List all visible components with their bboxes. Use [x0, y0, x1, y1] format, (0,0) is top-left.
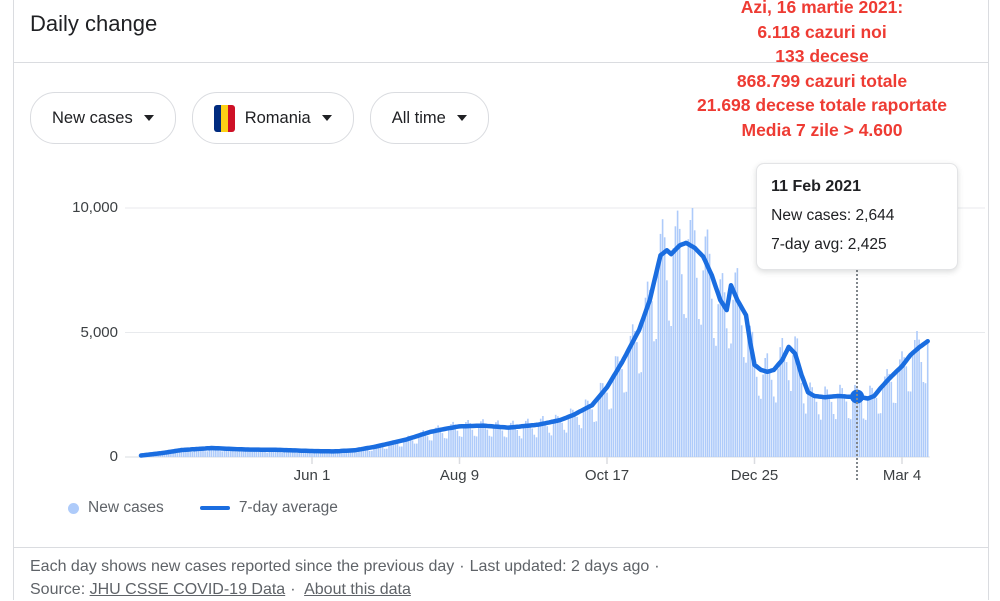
- footer-description: Each day shows new cases reported since …: [30, 558, 454, 575]
- legend-item-new-cases[interactable]: New cases: [68, 499, 164, 517]
- x-axis-tick-label: Oct 17: [585, 467, 629, 484]
- x-axis-tick-label: Mar 4: [883, 467, 921, 484]
- footer-last-updated: Last updated: 2 days ago: [470, 558, 650, 575]
- y-axis-tick-label: 5,000: [0, 324, 118, 342]
- footer-separator: ·: [454, 558, 469, 575]
- timerange-dropdown[interactable]: All time: [370, 92, 489, 144]
- footer-separator: ·: [649, 558, 664, 575]
- alert-annotation-line: Azi, 16 martie 2021:: [652, 0, 992, 20]
- chart-tooltip: 11 Feb 2021 New cases: 2,644 7-day avg: …: [756, 163, 958, 270]
- about-link[interactable]: About this data: [304, 581, 411, 598]
- chevron-down-icon: [457, 115, 467, 121]
- footer-separator: ·: [285, 581, 300, 598]
- filter-controls: New cases Romania All time: [30, 92, 489, 144]
- page-title: Daily change: [30, 11, 157, 37]
- footer: Each day shows new cases reported since …: [30, 556, 970, 601]
- legend-label: New cases: [88, 499, 164, 517]
- average-line-swatch: [200, 506, 230, 511]
- region-dropdown-label: Romania: [245, 109, 311, 128]
- card-left-border: [13, 0, 14, 600]
- timerange-dropdown-label: All time: [392, 109, 446, 128]
- alert-annotation-line: 6.118 cazuri noi: [652, 20, 992, 45]
- footer-divider: [13, 547, 988, 548]
- x-axis-tick-label: Aug 9: [440, 467, 479, 484]
- y-axis-tick-label: 10,000: [0, 199, 118, 217]
- legend-item-7-day-average[interactable]: 7-day average: [200, 499, 338, 517]
- x-axis-tick-label: Jun 1: [294, 467, 331, 484]
- legend-label: 7-day average: [239, 499, 338, 517]
- tooltip-new-cases: New cases: 2,644: [771, 201, 943, 230]
- footer-source-label: Source:: [30, 581, 85, 598]
- hover-guideline: [856, 259, 858, 480]
- tooltip-date: 11 Feb 2021: [771, 173, 943, 201]
- alert-annotation-line: 21.698 decese totale raportate: [652, 93, 992, 118]
- metric-dropdown-label: New cases: [52, 109, 133, 128]
- alert-annotation-line: Media 7 zile > 4.600: [652, 118, 992, 143]
- chevron-down-icon: [322, 115, 332, 121]
- new-cases-dot-swatch: [68, 503, 79, 514]
- region-dropdown[interactable]: Romania: [192, 92, 354, 144]
- metric-dropdown[interactable]: New cases: [30, 92, 176, 144]
- chart-legend: New cases 7-day average: [68, 499, 338, 517]
- source-link[interactable]: JHU CSSE COVID-19 Data: [90, 581, 286, 598]
- chevron-down-icon: [144, 115, 154, 121]
- x-axis-tick-label: Dec 25: [731, 467, 779, 484]
- tooltip-avg: 7-day avg: 2,425: [771, 230, 943, 259]
- alert-annotation-line: 133 decese: [652, 44, 992, 69]
- romania-flag-icon: [214, 105, 235, 132]
- alert-annotation-line: 868.799 cazuri totale: [652, 69, 992, 94]
- y-axis-tick-label: 0: [0, 448, 118, 466]
